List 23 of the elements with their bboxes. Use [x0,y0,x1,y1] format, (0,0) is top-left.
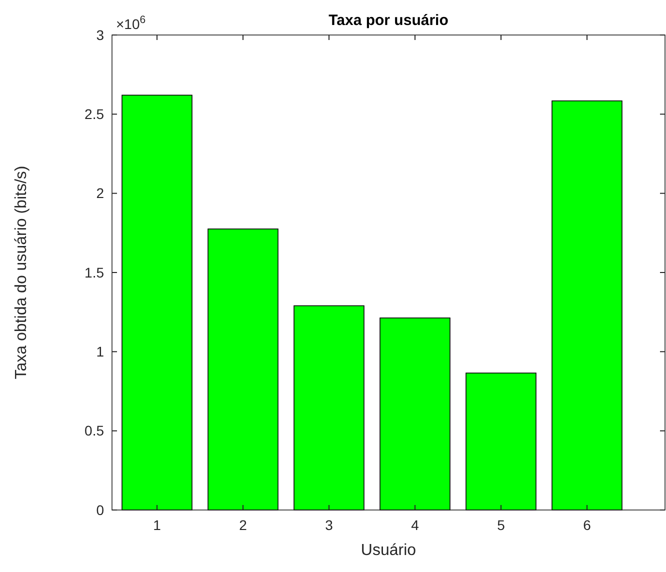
x-tick-label: 4 [411,517,420,533]
bar [552,100,622,510]
x-tick-label: 2 [239,517,248,533]
bar [122,94,192,510]
y-tick-label: 0 [96,502,104,518]
y-axis-title: Taxa obtida do usuário (bits/s) [13,166,30,380]
chart-title: Taxa por usuário [328,12,448,29]
y-tick-label: 1 [96,344,104,360]
x-tick-label: 6 [583,517,592,533]
x-tick-label: 1 [153,517,162,533]
y-tick-label: 0.5 [84,422,104,439]
y-tick-label: 2.5 [84,106,104,122]
y-tick-label: 1.5 [84,264,104,280]
x-tick-label: 3 [325,517,334,533]
bar [294,305,364,510]
bar [466,372,536,510]
y-tick-label: 3 [96,26,104,43]
x-tick-label: 5 [497,517,506,533]
bar [380,318,450,510]
x-axis-title: Usuário [360,542,416,559]
y-tick-label: 2 [96,185,104,202]
text: ×10$^{6}$ [116,14,146,32]
bar [208,228,278,510]
